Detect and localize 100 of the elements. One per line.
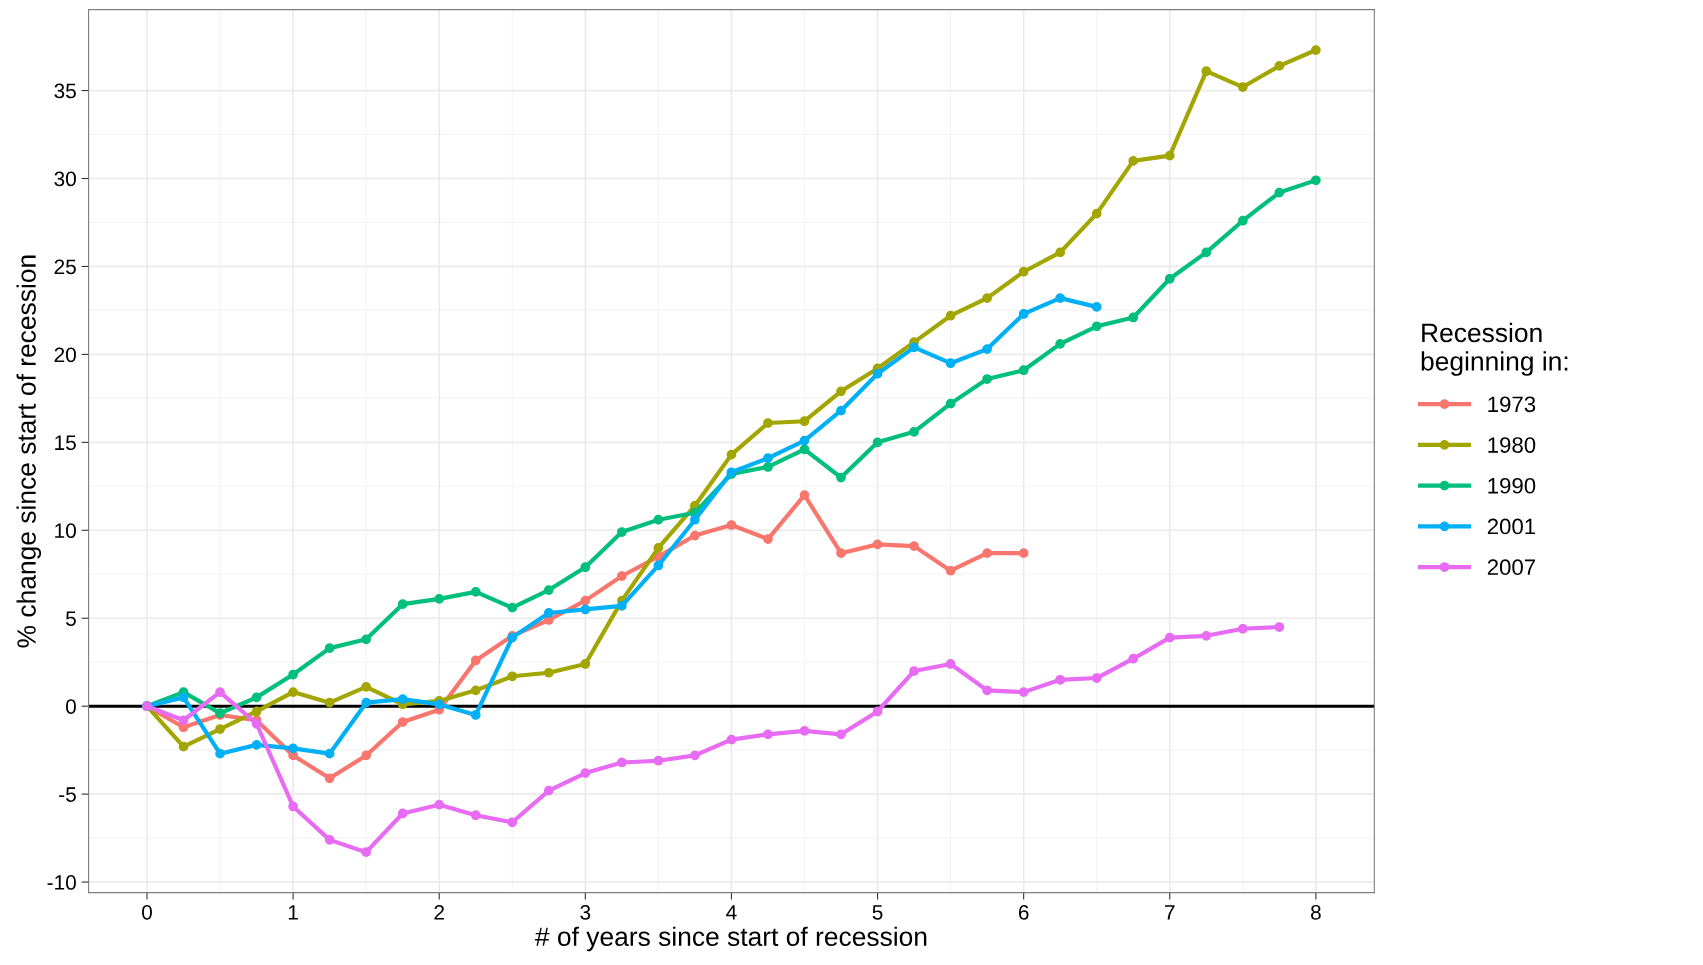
point xyxy=(945,398,956,409)
point xyxy=(580,768,591,778)
point xyxy=(1128,156,1139,166)
point xyxy=(361,750,372,761)
point xyxy=(1311,45,1321,55)
point xyxy=(361,634,372,645)
point xyxy=(178,715,189,726)
point xyxy=(1055,338,1066,349)
point xyxy=(982,374,992,384)
x-tick-label: 8 xyxy=(1310,904,1321,920)
point xyxy=(543,785,554,796)
point xyxy=(1201,66,1212,77)
point xyxy=(543,608,554,618)
point xyxy=(909,342,919,353)
point xyxy=(324,773,335,784)
point xyxy=(799,416,810,427)
y-tick-label: 0 xyxy=(65,699,76,714)
point xyxy=(397,599,408,610)
point xyxy=(434,799,445,810)
point xyxy=(982,685,992,696)
legend-label: 1973 xyxy=(1488,396,1536,413)
point xyxy=(1018,687,1029,697)
point xyxy=(763,534,773,544)
point xyxy=(1055,247,1066,258)
point xyxy=(324,643,335,653)
legend-label: 1980 xyxy=(1488,437,1536,453)
point xyxy=(1128,312,1139,323)
point xyxy=(470,710,481,720)
point xyxy=(726,734,737,745)
point xyxy=(361,847,372,858)
point xyxy=(836,472,846,483)
point xyxy=(799,725,810,736)
point xyxy=(1091,673,1102,683)
x-tick-label: 6 xyxy=(1018,904,1029,920)
point xyxy=(470,810,481,821)
point xyxy=(945,310,956,321)
point xyxy=(580,604,591,615)
y-axis-title: % change since start of recession xyxy=(16,255,42,648)
point xyxy=(1237,623,1248,634)
point xyxy=(653,543,664,553)
y-tick-label: 15 xyxy=(55,435,76,451)
x-tick-label: 0 xyxy=(142,904,152,920)
point xyxy=(1201,247,1212,258)
point xyxy=(288,743,298,754)
point xyxy=(324,748,335,759)
point xyxy=(799,444,810,455)
point xyxy=(1237,215,1248,226)
point xyxy=(543,585,554,595)
point xyxy=(1055,293,1066,303)
point xyxy=(872,539,883,550)
point xyxy=(616,757,627,768)
point xyxy=(470,655,481,666)
point xyxy=(616,571,627,581)
x-tick-label: 2 xyxy=(434,904,444,920)
point xyxy=(616,601,627,611)
point xyxy=(1018,266,1029,277)
point xyxy=(507,671,518,682)
point xyxy=(507,602,518,613)
point xyxy=(1274,187,1285,198)
point xyxy=(288,669,298,680)
point xyxy=(324,697,335,708)
point xyxy=(982,548,992,559)
point xyxy=(1311,175,1321,186)
y-tick-label: -5 xyxy=(59,787,76,802)
point xyxy=(178,741,189,752)
point xyxy=(543,667,554,678)
point xyxy=(288,687,298,697)
point xyxy=(763,729,773,740)
point xyxy=(251,692,262,703)
point xyxy=(909,666,919,676)
x-tick-label: 3 xyxy=(580,904,591,920)
y-tick-label: 25 xyxy=(54,259,76,275)
point xyxy=(580,562,591,573)
point xyxy=(616,527,627,537)
point xyxy=(361,697,372,708)
point xyxy=(397,717,408,727)
legend-title: Recession beginning in: xyxy=(1421,322,1568,376)
point xyxy=(1128,653,1139,664)
legend-label: 2001 xyxy=(1487,518,1536,535)
point xyxy=(1055,674,1066,685)
point xyxy=(580,659,591,669)
point xyxy=(836,405,846,416)
point xyxy=(580,595,591,606)
y-tick-label: 30 xyxy=(54,171,76,187)
y-tick-label: 10 xyxy=(55,523,76,539)
point xyxy=(872,437,883,448)
point xyxy=(397,694,408,705)
x-tick-label: 1 xyxy=(288,905,298,920)
y-tick-label: 5 xyxy=(66,611,76,626)
point xyxy=(690,530,700,541)
point xyxy=(653,755,664,766)
point xyxy=(1018,365,1029,376)
point xyxy=(653,514,664,525)
x-tick-label: 4 xyxy=(726,905,737,920)
point xyxy=(1237,82,1248,92)
point xyxy=(215,748,225,759)
point xyxy=(872,706,883,717)
point xyxy=(945,565,956,576)
x-tick-label: 5 xyxy=(872,905,883,920)
point xyxy=(1164,150,1175,161)
